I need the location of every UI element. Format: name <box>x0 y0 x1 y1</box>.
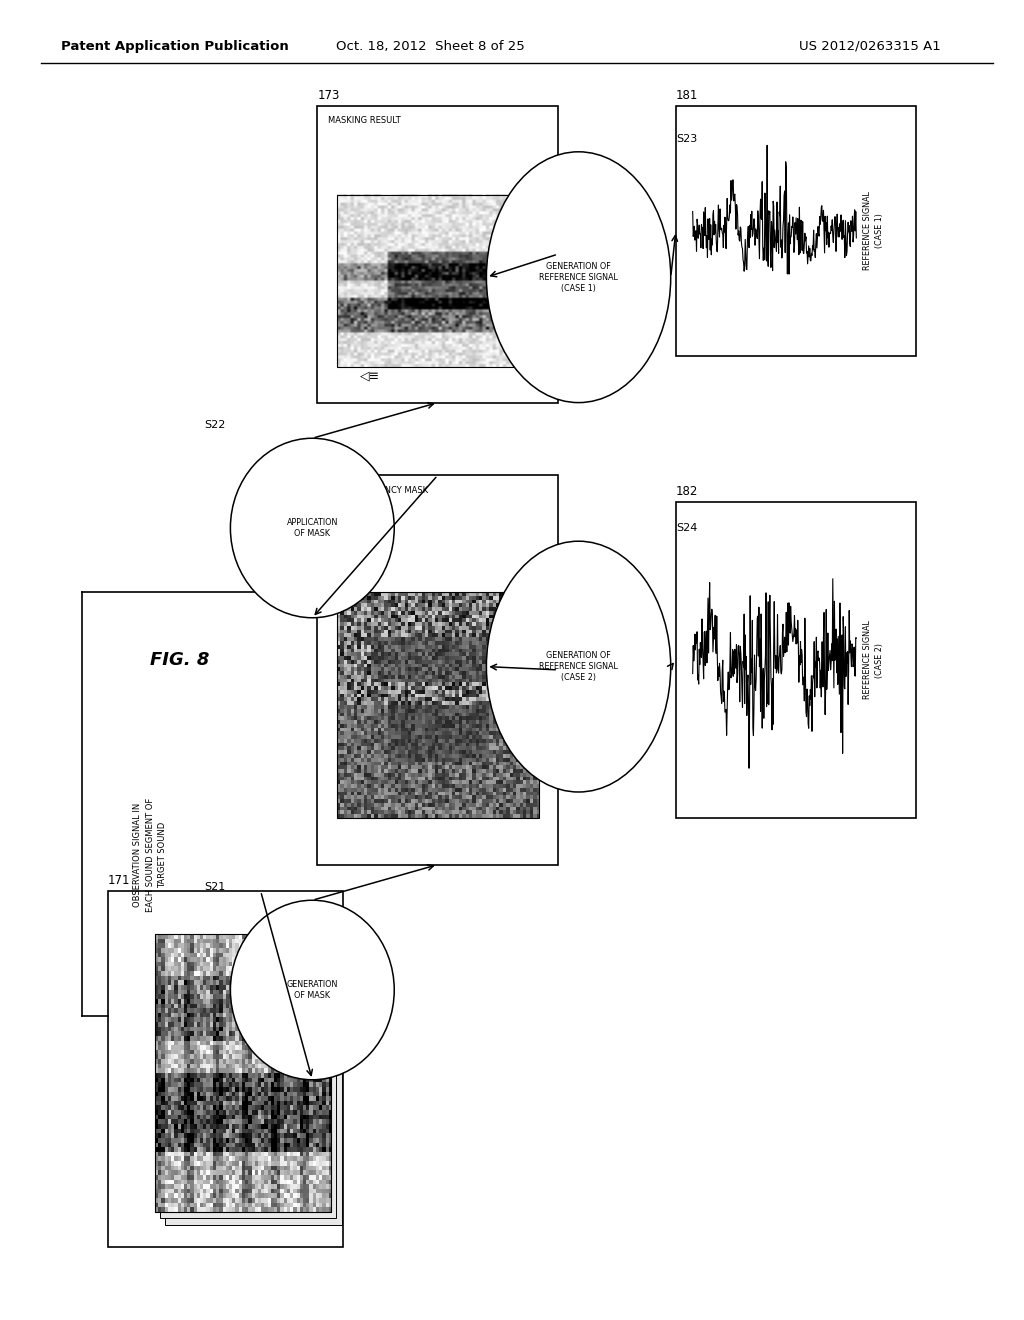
Bar <box>165 946 342 1225</box>
Text: 171: 171 <box>108 874 130 887</box>
Text: US 2012/0263315 A1: US 2012/0263315 A1 <box>799 40 940 53</box>
Ellipse shape <box>486 541 671 792</box>
Text: S23: S23 <box>676 133 697 144</box>
Bar <box>155 933 332 1212</box>
Bar <box>160 940 336 1218</box>
Text: ◁≡: ◁≡ <box>360 370 381 383</box>
Bar <box>108 891 343 1247</box>
Ellipse shape <box>230 900 394 1080</box>
Text: APPLICATION
OF MASK: APPLICATION OF MASK <box>287 517 338 539</box>
Text: 182: 182 <box>676 484 698 498</box>
Bar <box>337 195 539 367</box>
Bar <box>337 591 539 818</box>
Text: S21: S21 <box>204 882 225 892</box>
Bar <box>317 106 558 403</box>
Text: REFERENCE SIGNAL
(CASE 1): REFERENCE SIGNAL (CASE 1) <box>863 191 884 271</box>
Text: 172: 172 <box>317 458 340 471</box>
Text: MASKING RESULT: MASKING RESULT <box>328 116 400 125</box>
Text: GENERATION
OF MASK: GENERATION OF MASK <box>287 979 338 1001</box>
Text: GENERATION OF
REFERENCE SIGNAL
(CASE 2): GENERATION OF REFERENCE SIGNAL (CASE 2) <box>539 651 618 682</box>
Text: ◁≡: ◁≡ <box>168 1212 188 1225</box>
Ellipse shape <box>486 152 671 403</box>
Text: Patent Application Publication: Patent Application Publication <box>61 40 289 53</box>
Text: Oct. 18, 2012  Sheet 8 of 25: Oct. 18, 2012 Sheet 8 of 25 <box>336 40 524 53</box>
Text: S24: S24 <box>676 523 697 533</box>
Bar <box>676 106 916 356</box>
Bar <box>676 502 916 818</box>
Bar <box>317 475 558 865</box>
Text: S22: S22 <box>204 420 225 430</box>
Text: GENERATION OF
REFERENCE SIGNAL
(CASE 1): GENERATION OF REFERENCE SIGNAL (CASE 1) <box>539 261 618 293</box>
Text: 173: 173 <box>317 88 340 102</box>
Ellipse shape <box>230 438 394 618</box>
Text: OBSERVATION SIGNAL IN
EACH SOUND SEGMENT OF
TARGET SOUND: OBSERVATION SIGNAL IN EACH SOUND SEGMENT… <box>133 799 168 912</box>
Text: 181: 181 <box>676 88 698 102</box>
Text: FIG. 8: FIG. 8 <box>150 651 209 669</box>
Text: TIME FREQUENCY MASK: TIME FREQUENCY MASK <box>328 486 428 495</box>
Text: REFERENCE SIGNAL
(CASE 2): REFERENCE SIGNAL (CASE 2) <box>863 620 884 700</box>
Bar <box>155 933 332 1212</box>
